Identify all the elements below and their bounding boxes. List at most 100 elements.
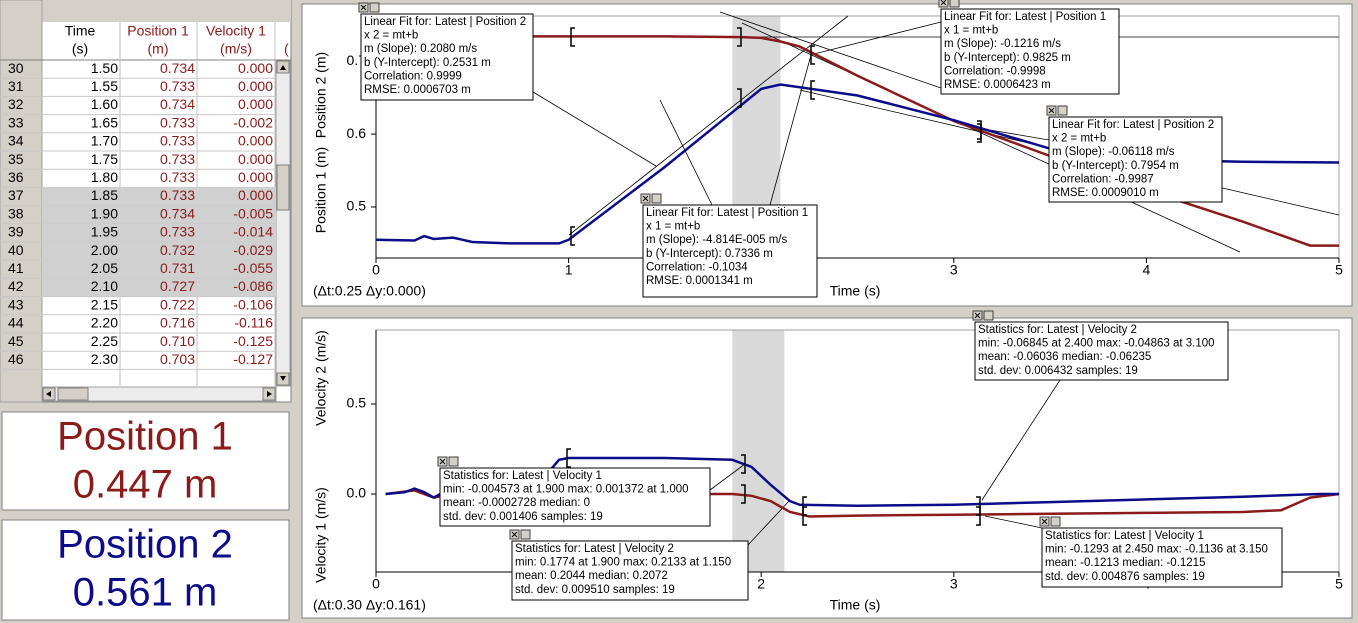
connector-line: [981, 379, 1061, 501]
v-scroll-thumb[interactable]: [276, 164, 290, 211]
annotation-line: x 2 = mt+b: [364, 30, 418, 42]
bracket: [570, 27, 575, 47]
annotation-line: x 1 = mt+b: [944, 25, 998, 37]
annotation-line: std. dev: 0.006432 samples: 19: [978, 365, 1138, 377]
close-icon[interactable]: [938, 0, 949, 8]
connector-line: [532, 91, 657, 167]
table-cell: 0.733: [160, 151, 195, 167]
h-scrollbar[interactable]: [41, 386, 277, 402]
row-number: 33: [8, 114, 24, 130]
x-tick-label: 5: [1335, 262, 1343, 278]
table-cell: 0.733: [160, 187, 195, 203]
table-cell: 0.734: [160, 60, 195, 76]
table-cell: 2.05: [91, 260, 118, 276]
meter-box: [1, 519, 290, 621]
menu-icon[interactable]: [983, 310, 994, 321]
row-number: 40: [8, 242, 24, 258]
column-name: Time: [65, 23, 96, 39]
y-axis-label: Velocity 2 (m/s): [313, 330, 329, 426]
annotation-line: m (Slope): 0.2080 m/s: [364, 43, 477, 55]
x-tick-label: 2: [757, 576, 765, 592]
y-tick-label: 0.0: [347, 485, 367, 501]
annotation-line: min: -0.004573 at 1.900 max: 0.001372 at…: [443, 484, 689, 496]
annotation-line: b (Y-Intercept): 0.7954 m: [1052, 160, 1179, 172]
y-axis-label: Position 2 (m): [313, 52, 329, 138]
row-number: 42: [8, 278, 24, 294]
table-cell: 1.90: [91, 205, 118, 221]
annotation-line: Correlation: 0.9999: [364, 70, 462, 82]
annotation-line: min: 0.1774 at 1.900 max: 0.2133 at 1.15…: [515, 557, 731, 569]
selected-row: [42, 187, 276, 206]
connector-line: [984, 515, 1043, 529]
bracket: [570, 226, 575, 246]
meter-reading: 0.561 m: [73, 571, 218, 615]
annotation-box: [439, 467, 711, 527]
readout: (Δt:0.30 Δy:0.161): [313, 597, 426, 613]
meter-box: [1, 411, 290, 511]
selected-row: [42, 205, 276, 224]
column-name: Position 1: [127, 23, 189, 39]
annotation-line: m (Slope): -0.06118 m/s: [1052, 146, 1175, 158]
table-cell: -0.005: [233, 205, 273, 221]
annotation-box: [360, 13, 534, 101]
menu-icon[interactable]: [369, 2, 380, 13]
connector-line: [741, 22, 1241, 253]
close-icon-x: [511, 531, 518, 538]
table-cell: 1.60: [91, 96, 118, 112]
menu-icon[interactable]: [448, 456, 459, 467]
connector-line: [659, 99, 713, 206]
scroll-right-arrow: [267, 391, 272, 397]
row-number: 36: [8, 169, 24, 185]
column-name-partial: (: [284, 41, 289, 57]
table-cell: 0.734: [160, 205, 195, 221]
annotation-line: RMSE: 0.0009010 m: [1052, 187, 1159, 199]
x-tick-label: 0: [372, 262, 380, 278]
selected-row: [42, 260, 276, 279]
row-number: 45: [8, 333, 24, 349]
bracket: [977, 123, 982, 143]
connector-line: [568, 15, 849, 236]
row-number: 30: [8, 60, 24, 76]
bracket: [741, 454, 746, 474]
table-cell: 0.733: [160, 169, 195, 185]
meter-reading: 0.447 m: [73, 463, 218, 507]
bracket: [737, 88, 742, 108]
scroll-left-arrow: [46, 391, 51, 397]
menu-icon[interactable]: [949, 0, 960, 8]
menu-icon[interactable]: [1050, 516, 1061, 527]
table-cell: 0.734: [160, 96, 195, 112]
row-number: 46: [8, 351, 24, 367]
menu-icon[interactable]: [520, 529, 531, 540]
row-number: 34: [8, 133, 24, 149]
meter-label: Position 2: [57, 523, 233, 567]
annotation-line: Statistics for: Latest | Velocity 2: [515, 543, 674, 555]
column-unit: (s): [72, 41, 88, 57]
close-icon-x: [1048, 107, 1055, 114]
table-cell: 0.000: [238, 151, 273, 167]
menu-icon[interactable]: [651, 193, 662, 204]
row-number: 39: [8, 224, 24, 240]
v-scrollbar[interactable]: [275, 59, 291, 387]
y-tick-label: 0.5: [347, 198, 367, 214]
row-number: 38: [8, 205, 24, 221]
h-scroll-thumb[interactable]: [57, 387, 89, 401]
column-unit: (m/s): [220, 41, 252, 57]
bracket: [737, 27, 742, 47]
annotation-line: mean: 0.2044 median: 0.2072: [515, 570, 668, 582]
table-cell: -0.014: [233, 224, 273, 240]
annotation-line: RMSE: 0.0006423 m: [944, 79, 1051, 91]
annotation-line: std. dev: 0.001406 samples: 19: [443, 511, 603, 523]
table-cell: 1.75: [91, 151, 118, 167]
annotation-line: std. dev: 0.009510 samples: 19: [515, 584, 675, 596]
annotation-box: [1041, 527, 1283, 588]
x-tick-label: 1: [565, 262, 573, 278]
table-cell: 0.000: [238, 60, 273, 76]
table-cell: 0.732: [160, 242, 195, 258]
close-icon-x: [439, 458, 446, 465]
annotation-line: Statistics for: Latest | Velocity 2: [978, 324, 1137, 336]
row-number: 44: [8, 315, 24, 331]
table-cell: -0.127: [233, 351, 273, 367]
menu-icon[interactable]: [1057, 105, 1068, 116]
annotation-line: min: -0.06845 at 2.400 max: -0.04863 at …: [978, 338, 1215, 350]
row-number: 41: [8, 260, 24, 276]
